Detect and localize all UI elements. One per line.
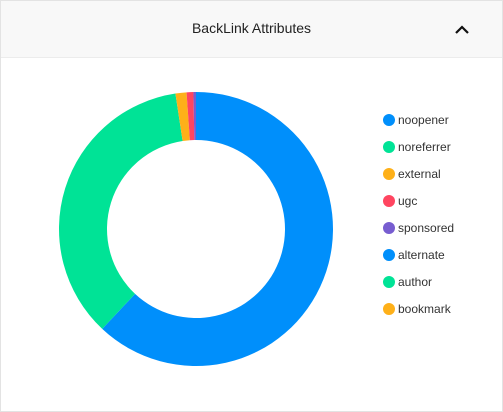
chart: noopener noreferrer external ugc sponsored al… [58, 92, 454, 366]
legend-marker [383, 168, 395, 180]
legend-marker [383, 303, 395, 315]
donut-slice [186, 92, 195, 141]
legend-label: bookmark [398, 302, 452, 316]
legend-marker [383, 222, 395, 234]
legend-label: author [398, 275, 432, 289]
legend-marker [383, 195, 395, 207]
legend-label: alternate [398, 248, 445, 262]
legend-marker [383, 141, 395, 153]
card-header: BackLink Attributes [1, 1, 502, 58]
legend-marker [383, 249, 395, 261]
card-title: BackLink Attributes [191, 20, 312, 36]
donut-slice [102, 92, 333, 366]
legend-marker [383, 114, 395, 126]
legend-label: noreferrer [398, 140, 451, 154]
legend-label: noopener [398, 113, 449, 127]
donut-slice [193, 92, 196, 141]
donut-slice [58, 93, 183, 329]
collapse-toggle[interactable] [452, 22, 472, 38]
legend-label: ugc [398, 194, 417, 208]
legend-marker [383, 276, 395, 288]
donut-slice [175, 92, 190, 142]
legend-label: external [398, 167, 441, 181]
legend-label: sponsored [398, 221, 454, 235]
